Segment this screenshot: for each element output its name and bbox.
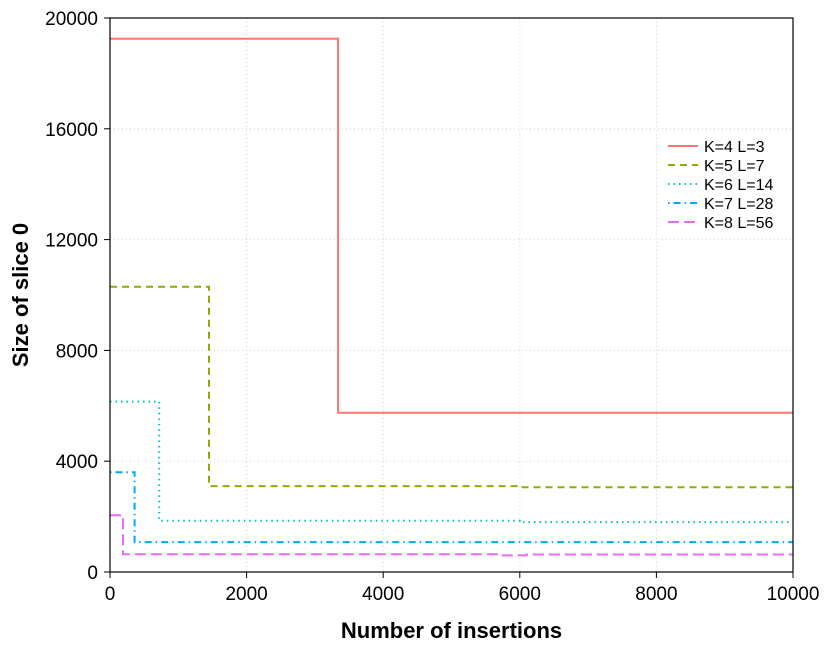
y-tick-label: 8000	[56, 341, 98, 362]
grid	[109, 17, 794, 573]
x-tick-label: 8000	[635, 584, 677, 605]
series-line-1	[110, 37, 793, 414]
x-axis-ticks: 0 2000 4000 6000 8000 10000	[105, 572, 820, 605]
x-tick-label: 4000	[362, 584, 404, 605]
y-axis-title: Size of slice 0	[8, 223, 33, 367]
legend-label: K=6 L=14	[704, 177, 774, 194]
legend-label: K=4 L=3	[704, 139, 765, 156]
series-line-3	[110, 400, 793, 524]
y-axis-ticks: 0 4000 8000 12000 16000 20000	[45, 9, 110, 584]
plot-frame	[109, 17, 794, 573]
x-tick-label: 10000	[767, 584, 820, 605]
legend-label: K=7 L=28	[704, 196, 774, 213]
y-tick-label: 20000	[45, 9, 98, 30]
series-line-2	[110, 285, 793, 489]
series-lines	[110, 37, 793, 557]
y-tick-label: 16000	[45, 120, 98, 141]
x-tick-label: 0	[105, 584, 116, 605]
x-tick-label: 2000	[225, 584, 267, 605]
series-line-5	[110, 514, 793, 557]
x-tick-label: 6000	[499, 584, 541, 605]
legend-label: K=5 L=7	[704, 158, 765, 175]
legend-label: K=8 L=56	[704, 215, 774, 232]
y-tick-label: 0	[87, 563, 98, 584]
y-tick-label: 4000	[56, 452, 98, 473]
series-line-4	[110, 471, 793, 544]
y-tick-label: 12000	[45, 231, 98, 252]
x-axis-title: Number of insertions	[341, 618, 562, 643]
legend: K=4 L=3 K=5 L=7 K=6 L=14 K=7 L=28 K=8 L=56	[668, 139, 774, 232]
